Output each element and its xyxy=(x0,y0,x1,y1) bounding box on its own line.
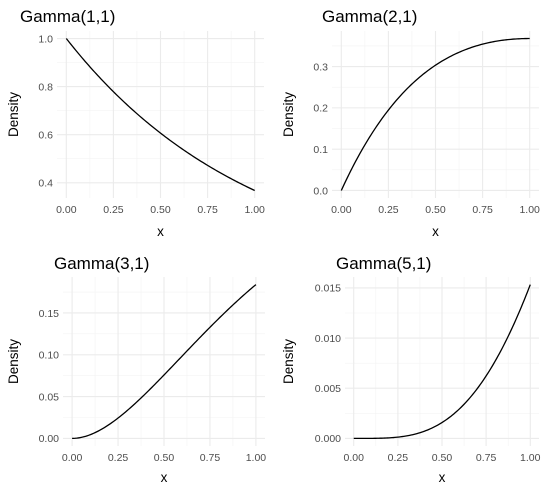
y-tick-label: 0.005 xyxy=(315,383,341,395)
gridlines xyxy=(57,31,264,198)
panel-gamma-5-1: Gamma(5,1) x Density 0.00 0.25 0.50 0.75 1.0… xyxy=(281,254,541,485)
panel-gamma-2-1: Gamma(2,1) x Density 0.00 0.25 0.50 0.75 1.0… xyxy=(281,7,540,239)
x-axis-label: x xyxy=(439,470,446,485)
y-axis-label: Density xyxy=(281,92,296,137)
x-tick-label: 0.50 xyxy=(432,452,453,464)
y-tick-label: 0.010 xyxy=(315,333,341,345)
panel-gamma-1-1: Gamma(1,1) x Density 0.00 0.25 0.50 0.75 1.0… xyxy=(6,7,265,239)
y-axis-label: Density xyxy=(6,92,21,137)
x-axis-label: x xyxy=(157,224,164,239)
x-tick-label: 0.25 xyxy=(108,452,129,464)
y-tick-label: 0.3 xyxy=(313,61,328,73)
x-tick-label: 0.25 xyxy=(388,452,409,464)
x-tick-label: 1.00 xyxy=(246,452,267,464)
panel-title: Gamma(2,1) xyxy=(322,7,417,26)
x-axis-label: x xyxy=(432,224,439,239)
y-tick-label: 0.10 xyxy=(39,350,60,362)
panel-title: Gamma(5,1) xyxy=(336,254,431,273)
y-tick-label: 0.05 xyxy=(39,391,60,403)
y-tick-label: 0.8 xyxy=(38,81,53,93)
x-tick-label: 0.00 xyxy=(62,452,83,464)
panel-gamma-3-1: Gamma(3,1) x Density 0.00 0.25 0.50 0.75 1.0… xyxy=(6,254,266,485)
x-tick-label: 0.50 xyxy=(425,204,446,216)
x-tick-label: 0.00 xyxy=(344,452,365,464)
y-axis-label: Density xyxy=(6,339,21,384)
y-tick-label: 0.0 xyxy=(313,185,328,197)
y-tick-label: 0.6 xyxy=(38,129,53,141)
y-tick-label: 0.015 xyxy=(315,283,341,295)
x-tick-label: 0.00 xyxy=(331,204,352,216)
x-tick-label: 0.75 xyxy=(197,204,218,216)
x-tick-label: 0.00 xyxy=(56,204,77,216)
x-tick-label: 0.75 xyxy=(476,452,497,464)
x-tick-label: 0.25 xyxy=(378,204,399,216)
x-tick-label: 0.50 xyxy=(150,204,171,216)
y-tick-label: 0.000 xyxy=(315,433,341,445)
y-tick-label: 0.2 xyxy=(313,103,328,115)
x-tick-label: 0.75 xyxy=(200,452,221,464)
y-tick-label: 0.1 xyxy=(313,144,328,156)
x-axis-label: x xyxy=(161,470,168,485)
y-axis-label: Density xyxy=(281,339,296,384)
x-tick-label: 0.50 xyxy=(154,452,175,464)
y-tick-label: 0.15 xyxy=(39,308,60,320)
gridlines xyxy=(63,277,265,446)
x-tick-label: 1.00 xyxy=(519,204,540,216)
panel-title: Gamma(1,1) xyxy=(20,7,115,26)
x-tick-label: 1.00 xyxy=(520,452,541,464)
y-tick-label: 1.0 xyxy=(38,33,53,45)
x-tick-label: 0.25 xyxy=(103,204,124,216)
x-tick-label: 0.75 xyxy=(472,204,493,216)
panel-title: Gamma(3,1) xyxy=(54,254,149,273)
gridlines xyxy=(345,277,539,446)
x-tick-label: 1.00 xyxy=(244,204,265,216)
y-tick-label: 0.4 xyxy=(38,178,53,190)
gridlines xyxy=(332,31,539,198)
y-tick-label: 0.00 xyxy=(39,433,60,445)
